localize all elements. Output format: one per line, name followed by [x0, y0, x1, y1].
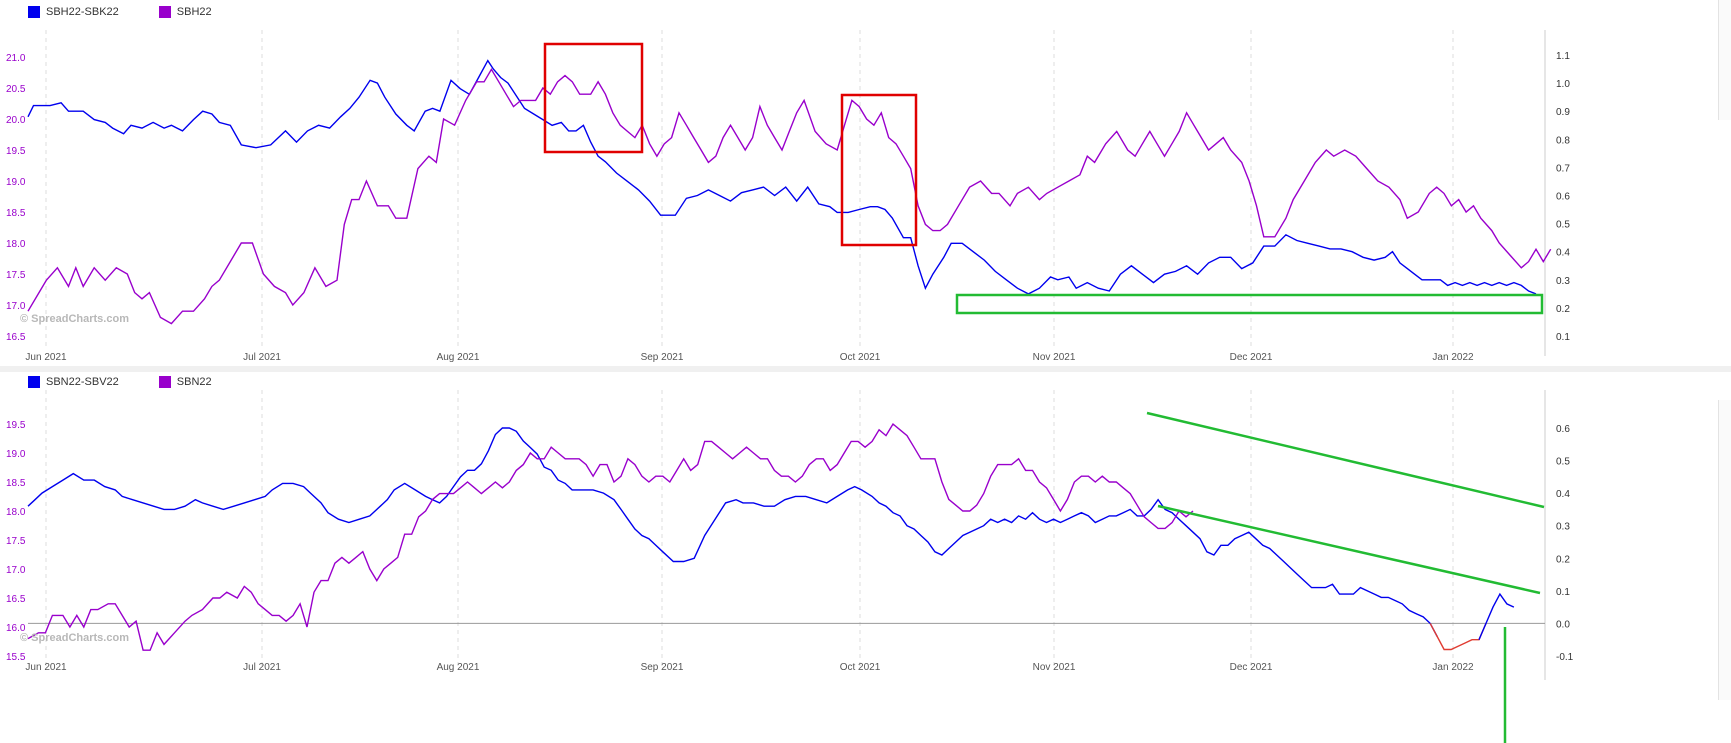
legend-label: SBH22 — [176, 6, 212, 18]
y-right-tick-label: 0.1 — [1556, 332, 1570, 343]
y-right-tick-label: 1.1 — [1556, 51, 1570, 62]
y-left-tick-label: 17.0 — [6, 301, 26, 312]
x-tick-label: Oct 2021 — [840, 662, 881, 673]
y-right-tick-label: 0.1 — [1556, 587, 1570, 598]
series-line-sbh22-sbk22[interactable] — [27, 59, 1537, 295]
x-tick-label: Jan 2022 — [1432, 662, 1474, 673]
y-right-tick-label: 0.2 — [1556, 304, 1570, 315]
legend-bottom: SBN22-SBV22 SBN22 — [28, 376, 212, 388]
y-left-tick-label: 20.0 — [6, 115, 26, 126]
annotation-green-trendline — [1146, 411, 1545, 509]
y-right-tick-label: 0.6 — [1556, 424, 1570, 435]
y-left-tick-label: 16.5 — [6, 594, 26, 605]
legend-label: SBN22 — [176, 376, 212, 388]
annotation-red-box — [840, 93, 918, 247]
legend-item-price[interactable]: SBN22 — [158, 376, 212, 388]
y-left-tick-label: 19.5 — [6, 420, 26, 431]
y-right-tick-label: 0.3 — [1556, 276, 1570, 287]
y-left-tick-label: 16.5 — [6, 332, 26, 343]
y-left-tick-label: 21.0 — [6, 53, 26, 64]
series-line-sbn22-sbv22[interactable] — [1478, 592, 1515, 640]
x-tick-label: Nov 2021 — [1033, 352, 1076, 363]
x-tick-label: Aug 2021 — [437, 352, 480, 363]
x-tick-label: Sep 2021 — [641, 662, 684, 673]
legend-swatch-blue — [28, 376, 40, 388]
watermark: © SpreadCharts.com — [20, 313, 129, 325]
watermark: © SpreadCharts.com — [20, 632, 129, 644]
y-right-tick-label: 0.8 — [1556, 135, 1570, 146]
x-tick-label: Dec 2021 — [1230, 352, 1273, 363]
y-right-tick-label: 0.4 — [1556, 489, 1570, 500]
y-left-tick-label: 19.0 — [6, 449, 26, 460]
y-left-tick-label: 18.5 — [6, 208, 26, 219]
y-left-tick-label: 17.5 — [6, 536, 26, 547]
y-right-tick-label: 0.7 — [1556, 163, 1570, 174]
y-right-tick-label: 0.4 — [1556, 248, 1570, 259]
y-left-tick-label: 18.5 — [6, 478, 26, 489]
y-right-tick-label: 0.5 — [1556, 220, 1570, 231]
y-left-tick-label: 19.5 — [6, 146, 26, 157]
y-right-tick-label: 0.0 — [1556, 619, 1570, 630]
legend-swatch-purple — [158, 376, 171, 388]
y-left-tick-label: 18.0 — [6, 239, 26, 250]
x-tick-label: Jul 2021 — [243, 352, 281, 363]
chart-svg-bottom: Jun 2021 Jul 2021 Aug 2021 Sep 2021 Oct 2021… — [6, 390, 1574, 743]
y-left-tick-label: 19.0 — [6, 177, 26, 188]
scroll-handle-bottom[interactable] — [1718, 400, 1731, 700]
annotation-green-trendline — [1157, 504, 1541, 595]
x-tick-label: Jun 2021 — [25, 352, 67, 363]
y-right-tick-label: 0.5 — [1556, 457, 1570, 468]
y-left-tick-label: 17.0 — [6, 565, 26, 576]
legend-swatch-purple — [158, 6, 171, 18]
x-tick-label: Dec 2021 — [1230, 662, 1273, 673]
y-left-tick-label: 15.5 — [6, 652, 26, 663]
y-left-tick-label: 20.5 — [6, 84, 26, 95]
y-right-tick-label: -0.1 — [1556, 652, 1574, 663]
panel-divider[interactable] — [0, 366, 1731, 372]
x-tick-label: Jun 2021 — [25, 662, 67, 673]
annotation-green-box — [955, 293, 1544, 315]
legend-item-spread[interactable]: SBH22-SBK22 — [28, 6, 119, 18]
y-right-tick-label: 0.6 — [1556, 192, 1570, 203]
x-tick-label: Nov 2021 — [1033, 662, 1076, 673]
legend-item-spread[interactable]: SBN22-SBV22 — [28, 376, 119, 388]
legend-item-price[interactable]: SBH22 — [158, 6, 212, 18]
scroll-handle-top[interactable] — [1718, 0, 1731, 120]
y-left-tick-label: 16.0 — [6, 623, 26, 634]
series-line-sbh22[interactable] — [27, 68, 1552, 325]
series-line-sbn22-sbv22[interactable] — [1429, 623, 1487, 651]
annotation-red-box — [543, 42, 644, 154]
legend-label: SBN22-SBV22 — [46, 376, 119, 388]
x-tick-label: Jan 2022 — [1432, 352, 1474, 363]
chart-panel-top: SBH22-SBK22 SBH22 Jun 2021 Jul 2021 Aug 20… — [0, 0, 1731, 368]
x-tick-label: Aug 2021 — [437, 662, 480, 673]
y-right-tick-label: 0.9 — [1556, 107, 1570, 118]
series-line-sbn22[interactable] — [27, 422, 1194, 651]
y-right-tick-label: 1.0 — [1556, 79, 1570, 90]
y-right-tick-label: 0.2 — [1556, 554, 1570, 565]
y-right-tick-label: 0.3 — [1556, 522, 1570, 533]
series-line-sbn22-sbv22[interactable] — [27, 427, 1438, 637]
x-tick-label: Sep 2021 — [641, 352, 684, 363]
x-tick-label: Oct 2021 — [840, 352, 881, 363]
chart-svg-top: Jun 2021 Jul 2021 Aug 2021 Sep 2021 Oct 2021… — [6, 30, 1570, 363]
legend-swatch-blue — [28, 6, 40, 18]
y-left-tick-label: 18.0 — [6, 507, 26, 518]
x-tick-label: Jul 2021 — [243, 662, 281, 673]
y-left-tick-label: 17.5 — [6, 270, 26, 281]
chart-panel-bottom: SBN22-SBV22 SBN22 Jun 2021 Jul 2021 Aug 20… — [0, 370, 1731, 743]
legend-top: SBH22-SBK22 SBH22 — [28, 6, 212, 18]
legend-label: SBH22-SBK22 — [46, 6, 119, 18]
